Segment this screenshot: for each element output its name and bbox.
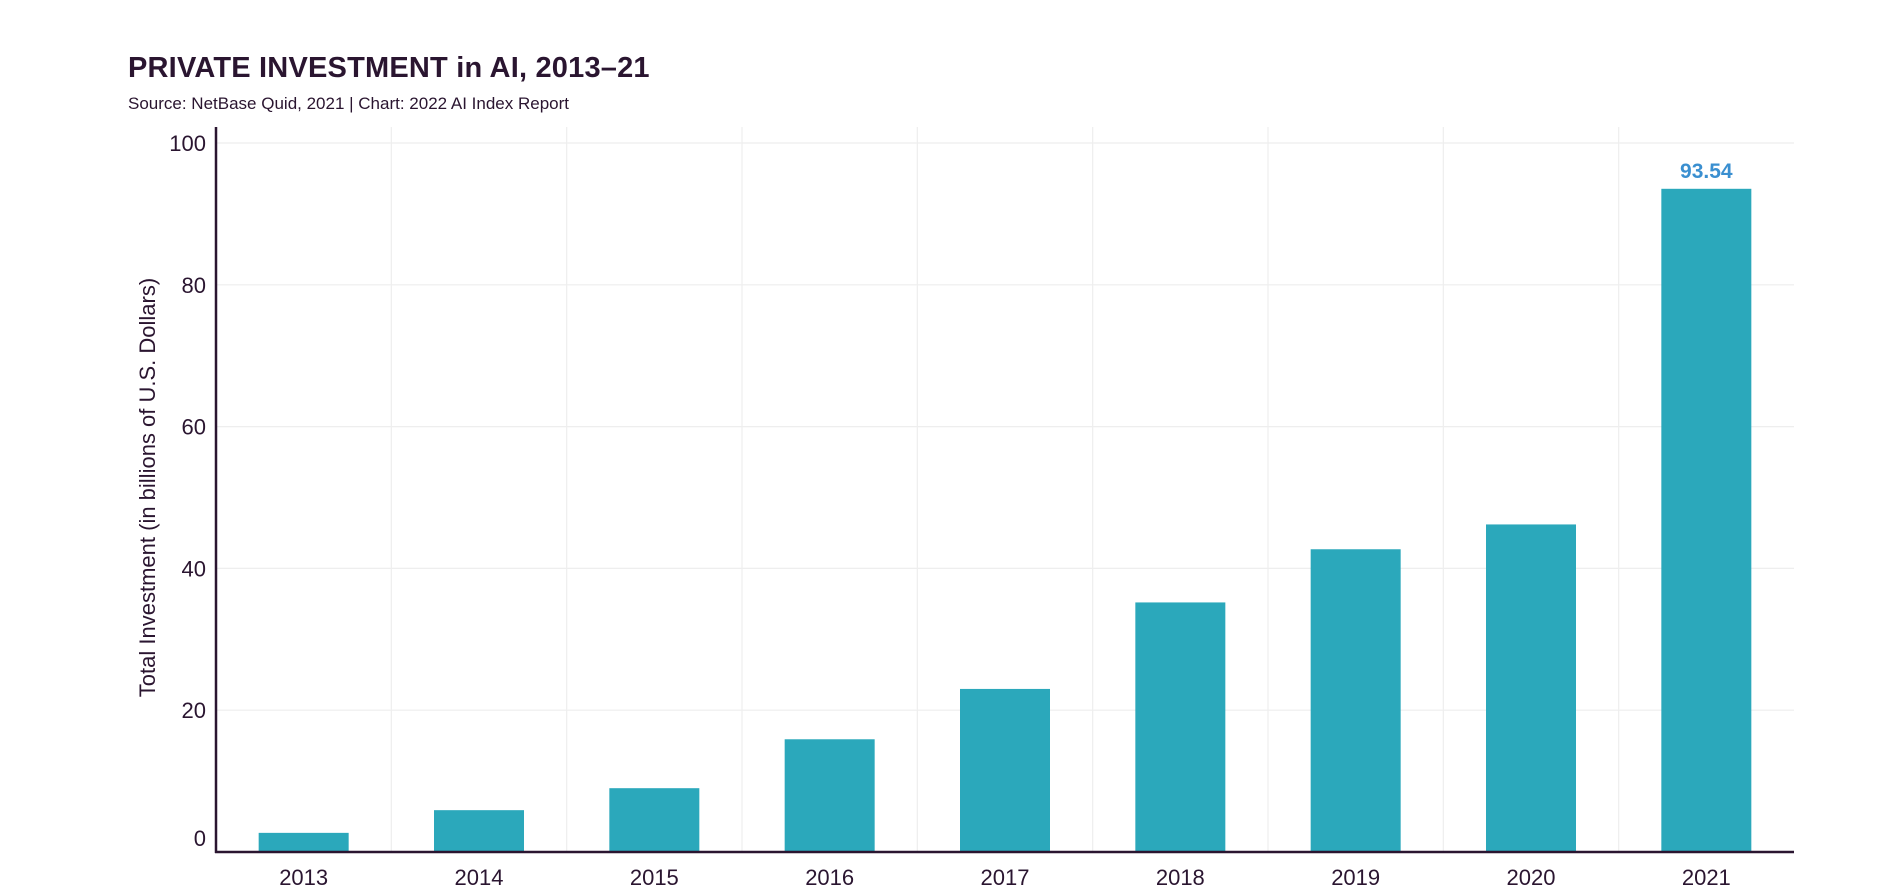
y-tick-label: 100: [169, 131, 206, 156]
bars: [258, 188, 1752, 853]
bar-2013: [258, 832, 349, 852]
y-tick-label: 0: [194, 826, 206, 851]
bar-2014: [434, 810, 524, 852]
chart-subtitle: Source: NetBase Quid, 2021 | Chart: 2022…: [128, 94, 570, 113]
bar-2019: [1310, 549, 1401, 852]
y-tick-label: 60: [182, 415, 206, 440]
x-tick-label: 2013: [279, 865, 328, 886]
labels: 0 20 40 60 80 100 2013 2014 2015 2016 2017 2018 2019…: [135, 131, 1733, 886]
axes: [214, 127, 1794, 854]
bar-2018: [1135, 602, 1226, 852]
x-tick-label: 2021: [1682, 865, 1731, 886]
x-tick-label: 2020: [1507, 865, 1556, 886]
x-tick-label: 2019: [1331, 865, 1380, 886]
bar-2020: [1486, 524, 1576, 852]
x-tick-label: 2015: [630, 865, 679, 886]
x-tick-label: 2016: [805, 865, 854, 886]
bar-2017: [960, 688, 1050, 852]
y-axis-title: Total Investment (in billions of U.S. Do…: [135, 278, 160, 697]
y-tick-label: 20: [182, 698, 206, 723]
y-tick-label: 80: [182, 273, 206, 298]
bar-2016: [784, 739, 875, 852]
x-tick-label: 2018: [1156, 865, 1205, 886]
bar-2021: [1661, 188, 1752, 853]
bar-2015: [609, 788, 700, 852]
x-tick-label: 2014: [455, 865, 504, 886]
y-tick-label: 40: [182, 556, 206, 581]
x-tick-label: 2017: [981, 865, 1030, 886]
chart-title: PRIVATE INVESTMENT in AI, 2013–21: [128, 52, 650, 84]
data-label-2021: 93.54: [1680, 160, 1733, 183]
